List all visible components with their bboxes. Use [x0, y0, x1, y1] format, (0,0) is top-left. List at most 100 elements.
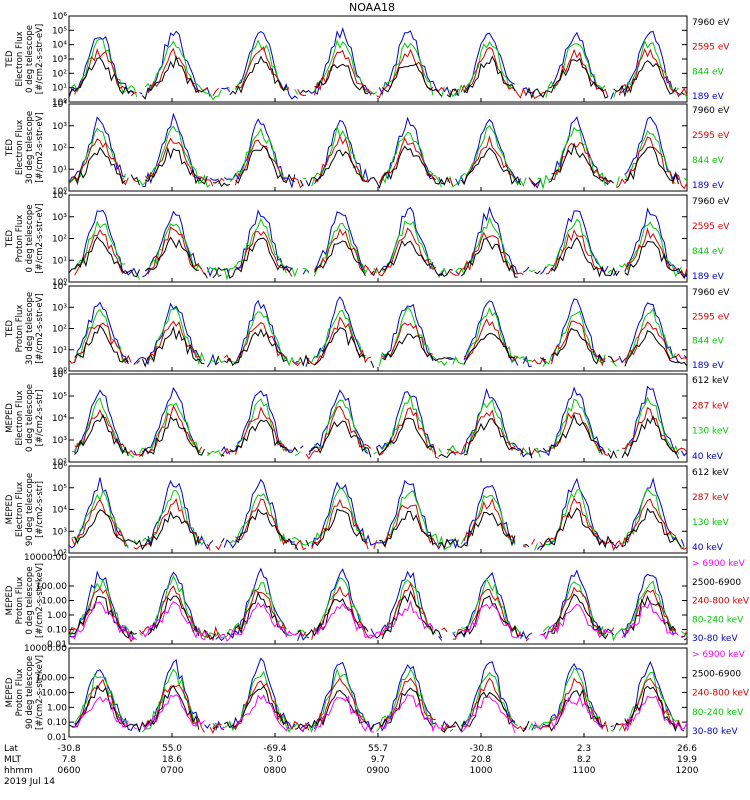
- panel-6: 10² 10³ 10⁴ 10⁵ 10⁶ MEPED Electron Flux 90 deg …: [5, 462, 729, 559]
- y-tick-label: 10³: [52, 122, 67, 132]
- legend-entry: 287 keV: [692, 493, 729, 503]
- series-trace: [68, 590, 688, 641]
- footer-value: 55.0: [162, 744, 182, 754]
- legend-entry: 844 eV: [692, 337, 725, 347]
- y-tick-label: 10¹: [52, 84, 67, 94]
- legend-entry: 80-240 keV: [692, 615, 744, 625]
- y-axis-label: MEPED: [5, 403, 15, 433]
- series-trace: [68, 316, 688, 367]
- y-tick-label: 0.10: [47, 718, 67, 728]
- series-trace: [68, 55, 685, 100]
- y-tick-label: 10.00: [41, 689, 67, 699]
- footer-value: 19.9: [677, 755, 697, 765]
- y-axis-label: 90 deg telescope: [25, 473, 35, 546]
- series-trace: [68, 112, 679, 189]
- y-tick-label: 10⁴: [52, 100, 67, 110]
- y-axis-label: MEPED: [5, 585, 15, 615]
- y-tick-label: 10⁴: [52, 191, 67, 201]
- panel-frame: [68, 647, 688, 738]
- y-tick-label: 10³: [52, 303, 67, 313]
- legend-entry: 7960 eV: [692, 288, 730, 298]
- footer-value: -69.4: [263, 744, 287, 754]
- y-tick-label: 10⁰: [52, 187, 67, 197]
- legend-entry: 130 keV: [692, 518, 729, 528]
- y-tick-label: 10⁵: [52, 484, 67, 494]
- panel-7: 0.01 0.10 1.00 10.00 100.00 10000.00 MEPED Prot…: [5, 553, 750, 650]
- y-tick-label: 10²: [52, 69, 67, 79]
- series-trace: [74, 507, 682, 551]
- footer-value: -30.8: [469, 744, 493, 754]
- panel-5: 10² 10³ 10⁴ 10⁵ 10⁶ MEPED Electron Flux 0 deg t…: [5, 370, 729, 468]
- footer-row-label: MLT: [4, 755, 22, 765]
- legend-entry: > 6900 keV: [692, 559, 746, 569]
- footer-value: -30.8: [57, 744, 81, 754]
- y-axis-label: [#/cm2-s-str-keV]: [35, 563, 45, 638]
- y-tick-label: 10²: [52, 144, 67, 154]
- y-tick-label: 10⁴: [52, 282, 67, 292]
- y-tick-label: 10³: [52, 55, 67, 65]
- series-trace: [75, 308, 687, 367]
- y-axis-label: [#/cm2-s-str]: [35, 390, 45, 447]
- y-axis-label: 0 deg telescope: [25, 25, 35, 93]
- y-tick-label: 1.00: [47, 611, 67, 621]
- legend-entry: 2500-6900: [692, 578, 741, 588]
- series-trace: [68, 125, 688, 190]
- y-axis-label: 30 deg telescope: [25, 111, 35, 184]
- legend-entry: 189 eV: [692, 361, 725, 371]
- y-tick-label: 10000.00: [24, 553, 67, 563]
- y-axis-label: [#/cm2-s-str-eV]: [35, 24, 45, 94]
- y-axis-label: TED: [5, 229, 15, 248]
- legend-entry: 240-800 keV: [692, 689, 750, 699]
- series-trace: [68, 582, 688, 643]
- panel-4: 10⁰ 10¹ 10² 10³ 10⁴ TED Proton Flux 30 deg tele…: [5, 282, 730, 377]
- y-tick-label: 10⁶: [52, 370, 67, 380]
- series-trace: [69, 29, 687, 100]
- panel-frame: [68, 465, 688, 554]
- y-axis-label: TED: [5, 319, 15, 338]
- legend-entry: 844 eV: [692, 67, 725, 77]
- footer-value: 3.0: [268, 755, 283, 765]
- series-trace: [74, 385, 688, 458]
- y-tick-label: 0.01: [47, 640, 67, 650]
- y-axis-label: TED: [5, 50, 15, 69]
- y-axis-label: Proton Flux: [15, 305, 25, 353]
- y-tick-label: 10³: [52, 213, 67, 223]
- y-tick-label: 10²: [52, 549, 67, 559]
- legend-entry: 7960 eV: [692, 197, 730, 207]
- y-tick-label: 0.01: [47, 733, 67, 743]
- y-axis-label: Electron Flux: [15, 31, 25, 86]
- footer-value: 18.6: [162, 755, 182, 765]
- series-trace: [68, 134, 688, 190]
- y-tick-label: 10000.00: [24, 644, 67, 654]
- panel-frame: [68, 285, 688, 372]
- y-axis-label: Electron Flux: [15, 120, 25, 175]
- series-trace: [71, 38, 688, 101]
- series-trace: [71, 394, 679, 458]
- y-axis-label: [#/cm2-s-str-eV]: [35, 112, 45, 182]
- legend-entry: 844 eV: [692, 156, 725, 166]
- footer-value: 26.6: [677, 744, 697, 754]
- footer-value: 55.7: [368, 744, 388, 754]
- legend-entry: 30-80 keV: [692, 634, 738, 644]
- series-trace: [71, 599, 679, 642]
- y-axis-label: MEPED: [5, 494, 15, 524]
- legend-entry: 40 keV: [692, 543, 724, 553]
- footer-value: 1200: [676, 766, 699, 776]
- y-axis-label: [#/cm2-s-str]: [35, 481, 45, 538]
- y-tick-label: 10⁰: [52, 278, 67, 288]
- y-tick-label: 100.00: [36, 674, 68, 684]
- footer-value: 9.7: [371, 755, 385, 765]
- panel-frame: [68, 15, 688, 103]
- legend-entry: 287 keV: [692, 401, 729, 411]
- y-axis-label: 0 deg telescope: [25, 384, 35, 452]
- chart-title: NOAA18: [349, 1, 395, 14]
- legend-entry: 189 eV: [692, 272, 725, 282]
- y-axis-label: Proton Flux: [15, 215, 25, 263]
- series-trace: [74, 694, 688, 734]
- legend-entry: 612 keV: [692, 376, 729, 386]
- y-axis-label: 0 deg telescope: [25, 205, 35, 273]
- legend-entry: 2595 eV: [692, 43, 730, 53]
- y-axis-label: Proton Flux: [15, 577, 25, 625]
- legend-entry: 189 eV: [692, 181, 725, 191]
